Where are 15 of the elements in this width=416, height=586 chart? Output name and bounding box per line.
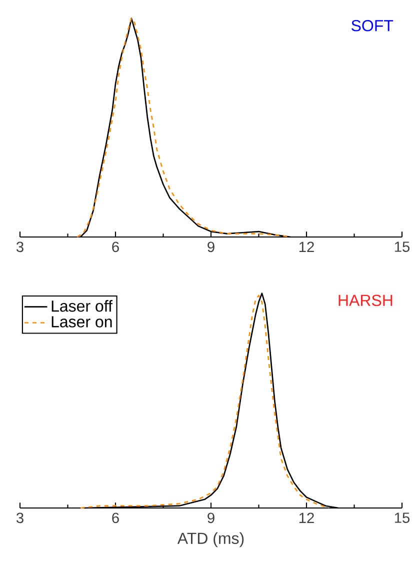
legend-label: Laser off (52, 300, 113, 312)
x-tick-label: 15 (394, 512, 410, 523)
chart-title: HARSH (338, 294, 392, 306)
x-tick-label: 9 (208, 242, 214, 252)
x-tick-label: 15 (394, 242, 410, 252)
x-tick-label: 9 (208, 512, 214, 524)
x-tick-label: 6 (112, 242, 119, 252)
x-tick-label: 3 (16, 512, 24, 524)
legend-label: Laser on (52, 316, 112, 328)
chart-title: SOFT (352, 20, 394, 32)
x-tick-label: 12 (299, 512, 314, 523)
x-tick-label: 6 (112, 512, 119, 524)
x-axis-title: ATD (ms) (177, 532, 244, 548)
x-tick-label: 3 (16, 242, 24, 252)
x-tick-label: 12 (299, 242, 314, 252)
